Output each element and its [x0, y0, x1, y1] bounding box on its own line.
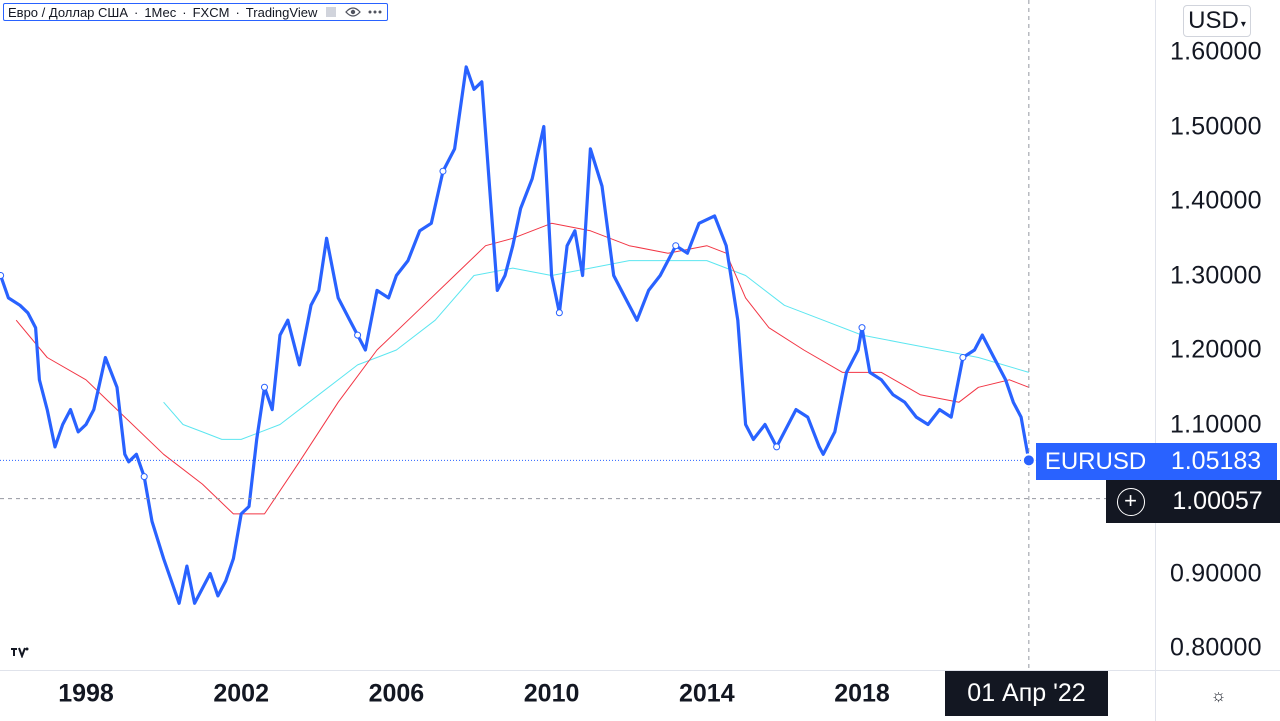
currency-button[interactable]: USD ▾	[1183, 5, 1251, 37]
main-price-line-group	[0, 65, 1031, 605]
price-tick-label: 0.90000	[1170, 559, 1262, 587]
data-point-marker	[959, 353, 967, 361]
data-point-marker	[555, 309, 563, 317]
price-tick-label: 1.20000	[1170, 335, 1262, 364]
data-point-marker	[773, 443, 781, 451]
plus-circle-icon: +	[1116, 487, 1145, 516]
price-tick-label: 1.60000	[1170, 37, 1262, 66]
data-point-marker	[140, 473, 148, 481]
data-point-marker	[672, 242, 680, 250]
ma-slow-line-group	[163, 260, 1029, 440]
data-point-marker	[260, 383, 268, 391]
price-tick-label: 1.30000	[1170, 261, 1262, 289]
chart-legend[interactable]: Евро / Доллар США · 1Мес · FXCM · Tradin…	[3, 3, 389, 21]
crosshair-time-label: 01 Апр '22	[945, 671, 1108, 716]
legend-interval: 1Мес	[144, 4, 177, 20]
data-point-marker	[0, 272, 5, 279]
gear-icon[interactable]: ☼	[1210, 686, 1227, 705]
legend-exchange: FXCM	[192, 4, 230, 20]
series-name-label: EURUSD	[1036, 443, 1155, 480]
legend-symbol[interactable]: Евро / Доллар США	[8, 4, 128, 20]
eye-icon[interactable]	[345, 5, 362, 19]
chevron-down-icon: ▾	[1240, 18, 1246, 30]
ma-fast-line-group	[15, 222, 1029, 515]
price-axis[interactable]	[1155, 0, 1280, 670]
legend-separator: ·	[182, 4, 187, 20]
price-tick-label: 1.50000	[1170, 112, 1262, 140]
axis-corner: ☼	[1155, 670, 1280, 721]
color-swatch-icon[interactable]	[323, 5, 339, 19]
legend-separator: ·	[133, 4, 139, 20]
price-tick-label: 1.10000	[1170, 410, 1262, 438]
data-point-marker	[354, 331, 362, 339]
legend-separator: ·	[235, 4, 240, 20]
time-tick-label: 2002	[213, 679, 269, 708]
time-tick-label: 2010	[523, 679, 580, 708]
more-icon[interactable]	[367, 5, 383, 19]
crosshair-price-label: 1.00057	[1155, 480, 1280, 523]
data-point-marker	[858, 324, 866, 332]
time-tick-label: 1998	[58, 679, 114, 708]
last-price-label: 1.05183	[1155, 443, 1277, 480]
ma-slow-line	[163, 260, 1029, 440]
last-price-dot	[1021, 453, 1036, 468]
tradingview-logo[interactable]	[6, 640, 34, 664]
price-tick-label: 0.80000	[1170, 633, 1262, 662]
time-tick-label: 2014	[678, 679, 735, 708]
price-chart[interactable]	[0, 0, 1155, 670]
add-alert-button[interactable]: +	[1106, 480, 1155, 523]
main-price-line	[0, 65, 1031, 605]
price-tick-label: 1.40000	[1170, 186, 1262, 215]
currency-label: USD	[1188, 7, 1239, 34]
time-tick-label: 2018	[834, 679, 890, 708]
time-tick-label: 2006	[368, 679, 425, 708]
ma-fast-line	[15, 222, 1029, 515]
data-point-marker	[439, 167, 447, 175]
legend-source: TradingView	[245, 4, 318, 20]
